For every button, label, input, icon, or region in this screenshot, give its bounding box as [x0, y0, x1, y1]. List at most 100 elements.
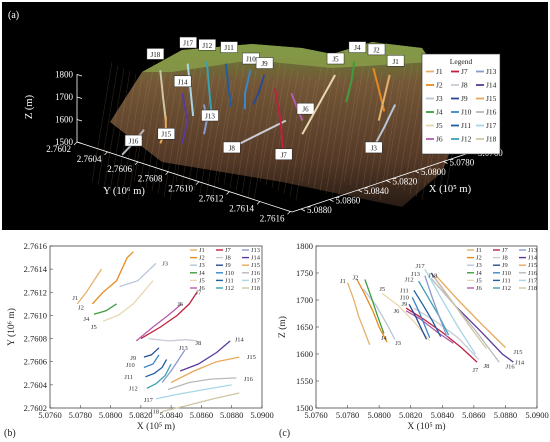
legend-label-j15: J15: [486, 94, 497, 103]
series-line-j6: [405, 310, 454, 344]
terrain-mesh-line: [373, 76, 395, 198]
x-tick-label: 5.0760: [304, 410, 327, 420]
series-label-j2: J2: [78, 304, 84, 311]
terrain-mesh-line: [307, 64, 329, 186]
legend-label-j6: J6: [436, 135, 443, 144]
terrain-mesh-line: [139, 64, 161, 186]
panel-c-svg: 5.0760 5.0780 5.0800 5.0820 5.0840 5.0860 5.08…: [277, 241, 549, 439]
x-tick-mark: [414, 170, 420, 174]
terrain-mesh-line: [247, 76, 269, 198]
joint-label-j15: J15: [161, 131, 171, 139]
joint-label-j18: J18: [151, 51, 161, 59]
series-label-j18: J18: [150, 408, 159, 415]
z-tick-label: 1600: [55, 115, 74, 125]
series-label-j9: J9: [402, 301, 408, 308]
legend-label-j12: J12: [225, 285, 234, 292]
series-line-j15: [170, 356, 240, 384]
legend-label-j4: J4: [476, 270, 483, 277]
series-label-j13: J13: [179, 345, 188, 352]
terrain-mesh-line: [295, 79, 317, 201]
series-label-j17: J17: [144, 397, 154, 404]
terrain-mesh-line: [205, 76, 227, 198]
joint-label-j14: J14: [178, 78, 188, 86]
legend-label-j2: J2: [199, 255, 205, 262]
y-tick-label: 1800: [296, 241, 313, 251]
z-axis-label: Z (m): [24, 94, 35, 119]
terrain-mesh-line: [319, 70, 341, 192]
y-tick-label: 1550: [296, 376, 313, 386]
legend-label-j7: J7: [225, 247, 232, 254]
joint-label-box-j4: [348, 41, 367, 53]
series-label-j15: J15: [247, 354, 256, 361]
joint-label-box-j5: [326, 52, 345, 65]
y-tick-label: 2.7614: [24, 264, 48, 274]
joint-trace-j9: [252, 74, 266, 106]
legend-label-j13: J13: [486, 67, 497, 76]
terrain-mesh-line: [397, 67, 419, 189]
series-label-j4: J4: [83, 316, 90, 323]
legend-label-j5: J5: [476, 277, 482, 284]
legend-label-j8: J8: [461, 81, 468, 90]
terrain-mesh-line: [109, 70, 131, 192]
series-label-j4: J4: [381, 335, 388, 342]
series-line-j10: [411, 297, 431, 339]
x-tick-mark: [300, 208, 306, 212]
series-label-j6: J6: [177, 301, 184, 308]
terrain-mesh-line: [235, 70, 257, 192]
legend-label-j16: J16: [528, 270, 538, 277]
x-tick-label: 5.0780: [336, 410, 359, 420]
series-line-j9: [408, 303, 428, 340]
legend-label-j15: J15: [528, 262, 537, 269]
legend-label-j14: J14: [486, 81, 497, 90]
terrain-mesh-line: [199, 73, 221, 195]
legend-label-j9: J9: [502, 262, 508, 269]
legend-label-j13: J13: [528, 247, 537, 254]
z-tick-label: 1500: [55, 137, 74, 147]
series-line-j5: [102, 280, 154, 322]
legend-label-j18: J18: [486, 135, 497, 144]
series-label-j18: J18: [428, 273, 437, 280]
y-tick-label: 2.7608: [138, 174, 163, 184]
series-label-j5: J5: [91, 324, 97, 331]
joint-label-j7: J7: [281, 151, 288, 159]
terrain-mesh-line: [331, 76, 353, 198]
series-line-j16: [430, 277, 500, 363]
y-tick-label: 2.7616: [260, 213, 285, 223]
legend-label-j17: J17: [528, 277, 538, 284]
x-tick-label: 5.0860: [190, 410, 213, 420]
series-line-j7: [140, 291, 198, 340]
terrain-mesh-line: [223, 64, 245, 186]
series-line-j1: [346, 282, 371, 346]
joint-label-box-j17: [179, 36, 197, 49]
series-label-j7: J7: [196, 289, 203, 296]
legend-label-j18: J18: [528, 285, 537, 292]
series-line-j3: [362, 288, 396, 340]
legend-label-j9: J9: [461, 94, 468, 103]
joint-label-j6: J6: [302, 106, 309, 114]
joint-label-box-j9: [255, 57, 274, 69]
terrain-surface: [110, 42, 462, 207]
terrain-mesh-line: [169, 79, 191, 201]
joint-label-box-j15: [157, 127, 176, 140]
y-tick-label: 2.7616: [24, 241, 47, 251]
series-label-j16: J16: [244, 376, 254, 383]
y-tick-label: 2.7610: [168, 184, 193, 194]
series-line-j9: [143, 347, 160, 358]
series-line-j8: [148, 337, 197, 342]
x-tick-label: 5.0780: [450, 158, 475, 168]
series-line-j2: [356, 279, 388, 343]
terrain-mesh-line: [289, 76, 311, 198]
z-tick-label: 1700: [55, 92, 74, 102]
legend-label-j16: J16: [251, 270, 261, 277]
z-tick-mark: [76, 96, 83, 99]
legend-label-j6: J6: [199, 285, 206, 292]
series-label-j1: J1: [72, 295, 78, 302]
y-tick-label: 2.7604: [77, 154, 102, 164]
series-label-j11: J11: [124, 374, 133, 381]
series-label-j12: J12: [405, 276, 414, 283]
series-label-j13: J13: [411, 271, 420, 278]
series-line-j16: [167, 377, 237, 391]
y-tick-mark: [104, 151, 108, 156]
legend-label-j5: J5: [436, 121, 443, 130]
legend-label-j11: J11: [502, 277, 511, 284]
